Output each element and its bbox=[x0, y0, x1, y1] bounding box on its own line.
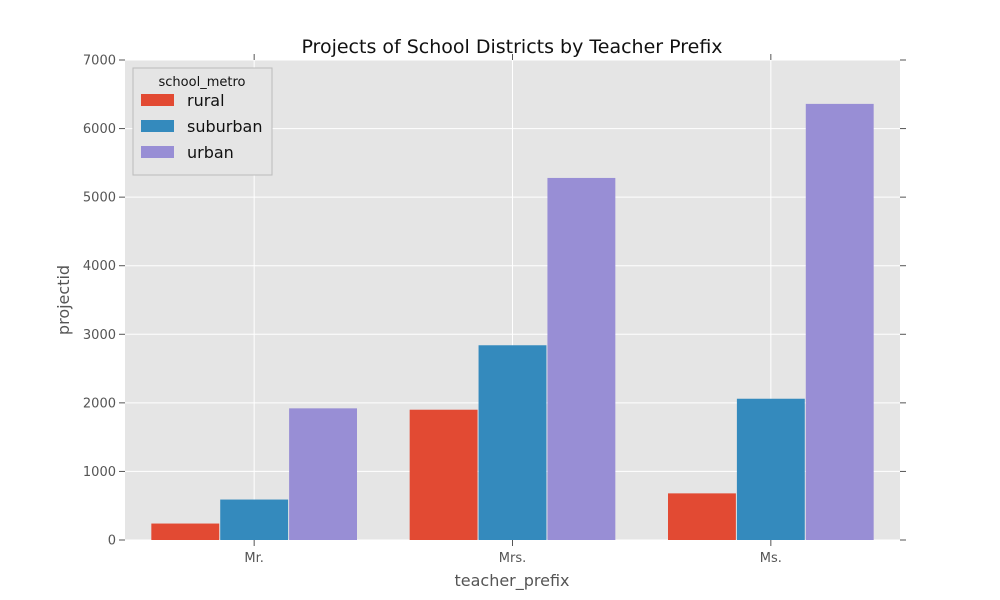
legend-swatch-urban bbox=[141, 146, 174, 158]
y-tick-label: 7000 bbox=[83, 54, 116, 69]
bar-rural bbox=[668, 493, 736, 540]
bar-rural bbox=[151, 523, 220, 540]
bars bbox=[151, 103, 874, 540]
axes: 0 1000 2000 3000 4000 5000 6000 7000 Mr. Mrs. Ms. bbox=[83, 54, 906, 566]
legend-entries: rural suburban urban bbox=[141, 91, 262, 162]
bar-suburban bbox=[478, 345, 547, 540]
bar-rural bbox=[409, 409, 478, 540]
legend-swatch-suburban bbox=[141, 120, 174, 132]
chart-title: Projects of School Districts by Teacher … bbox=[301, 36, 722, 58]
bar-urban bbox=[547, 177, 616, 540]
y-tick-label: 3000 bbox=[83, 328, 116, 343]
y-axis-label: projectid bbox=[54, 265, 73, 335]
bar-suburban bbox=[736, 398, 805, 540]
y-tick-label: 6000 bbox=[83, 122, 116, 137]
y-tick-label: 2000 bbox=[83, 396, 116, 411]
legend-label-rural: rural bbox=[187, 91, 225, 110]
y-tick-label: 0 bbox=[108, 534, 116, 549]
bar-urban bbox=[805, 103, 874, 540]
x-axis-label: teacher_prefix bbox=[454, 571, 569, 591]
bar-suburban bbox=[220, 499, 289, 540]
x-tick-label: Mr. bbox=[244, 551, 264, 566]
x-tick-label: Ms. bbox=[760, 551, 782, 566]
y-tick-label: 1000 bbox=[83, 465, 116, 480]
legend-title: school_metro bbox=[159, 75, 246, 90]
legend: school_metro rural suburban urban bbox=[132, 67, 273, 176]
legend-label-urban: urban bbox=[187, 143, 234, 162]
y-tick-label: 4000 bbox=[83, 259, 116, 274]
legend-label-suburban: suburban bbox=[187, 117, 262, 136]
y-tick-label: 5000 bbox=[83, 191, 116, 206]
bar-urban bbox=[289, 408, 357, 540]
x-tick-label: Mrs. bbox=[499, 551, 526, 566]
legend-swatch-rural bbox=[141, 94, 174, 106]
